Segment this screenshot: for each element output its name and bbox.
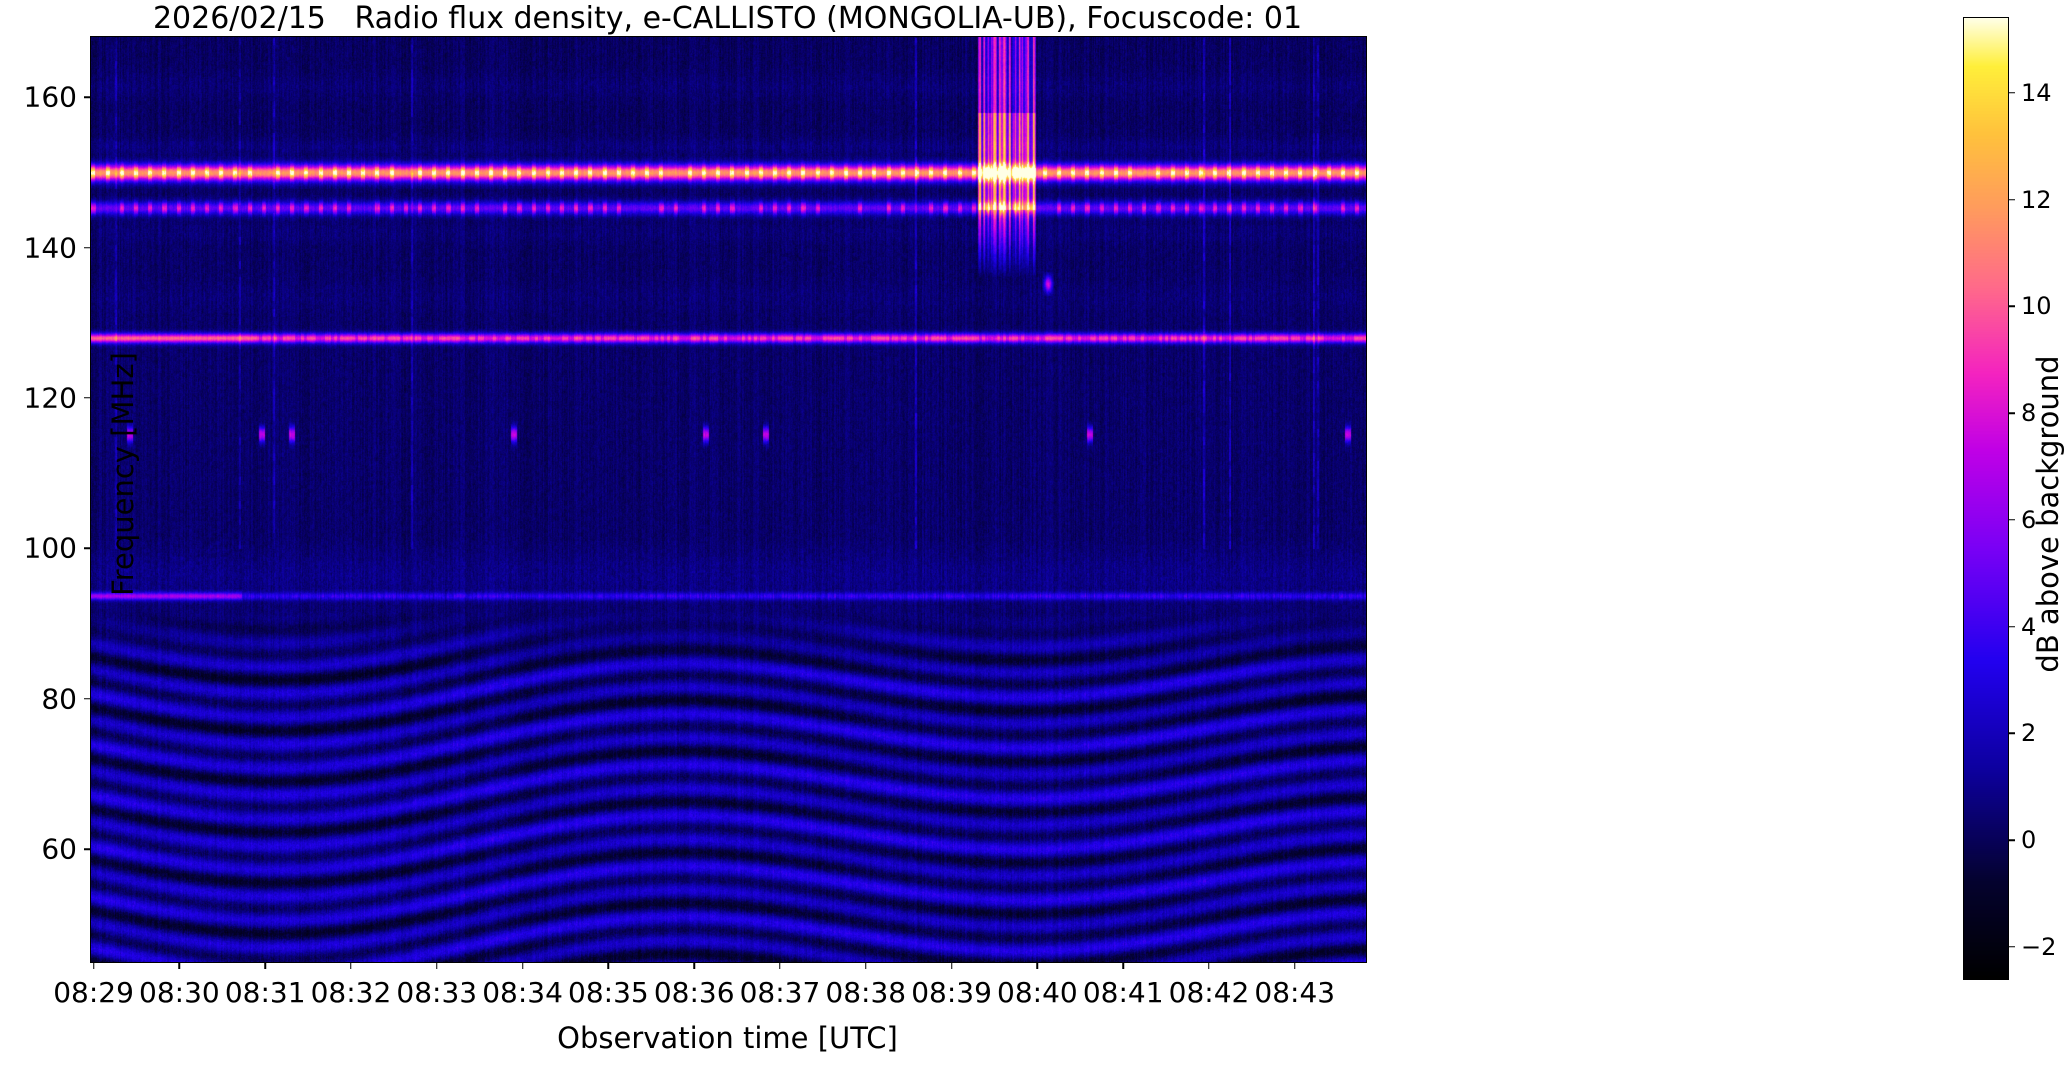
x-tick-mark: [607, 962, 610, 969]
x-tick-label: 08:29: [53, 976, 134, 1009]
y-tick-mark: [84, 698, 91, 700]
x-tick-mark: [779, 962, 781, 969]
y-axis-label: Frequency [MHz]: [106, 352, 140, 596]
x-tick-label: 08:42: [1168, 976, 1250, 1009]
colorbar-tick-label: 10: [2021, 292, 2052, 321]
x-tick-label: 08:41: [1082, 976, 1164, 1009]
colorbar-tick-mark: [2008, 839, 2015, 841]
colorbar-tick-mark: [2008, 625, 2015, 628]
x-tick-mark: [1208, 962, 1210, 969]
x-tick-mark: [1294, 962, 1296, 969]
x-axis-label: Observation time [UTC]: [557, 1021, 898, 1055]
colorbar-tick-mark: [2008, 91, 2015, 94]
y-tick-mark: [84, 96, 91, 98]
y-tick-mark: [84, 246, 91, 249]
x-tick-label: 08:37: [739, 976, 821, 1009]
y-tick-mark: [84, 848, 91, 850]
x-tick-label: 08:30: [139, 976, 220, 1009]
x-tick-label: 08:40: [997, 976, 1078, 1009]
colorbar-tick-mark: [2008, 198, 2015, 201]
x-tick-mark: [865, 962, 867, 969]
x-tick-label: 08:38: [825, 976, 907, 1009]
spectrogram-axes: Frequency [MHz] 160 140 120 100 80 60 08:29 08…: [24, 36, 1367, 1009]
page-title: 2026/02/15 Radio flux density, e-CALLIST…: [152, 1, 1303, 36]
x-tick-label: 08:31: [224, 976, 306, 1009]
x-tick-label: 08:32: [310, 976, 392, 1009]
x-tick-mark: [436, 962, 438, 969]
y-tick-label: 160: [23, 80, 77, 114]
x-tick-mark: [950, 962, 953, 969]
x-tick-label: 08:35: [568, 976, 649, 1009]
x-tick-label: 08:36: [653, 976, 735, 1009]
y-tick-label: 140: [23, 231, 77, 265]
colorbar-gradient: [1964, 18, 2008, 979]
x-tick-label: 08:43: [1254, 976, 1336, 1009]
y-tick-label: 120: [23, 381, 77, 415]
x-tick-mark: [178, 962, 181, 969]
colorbar-label: dB above background: [2031, 355, 2065, 673]
colorbar-tick-label: 8: [2021, 399, 2037, 428]
x-tick-mark: [92, 962, 95, 969]
x-tick-label: 08:34: [482, 976, 563, 1009]
colorbar-tick-mark: [2008, 412, 2015, 414]
x-tick-mark: [693, 962, 695, 969]
colorbar: 14 12 10 8 6 4 2 0 −2: [1963, 17, 2056, 980]
y-tick-mark: [84, 547, 91, 550]
colorbar-tick-label: 4: [2021, 612, 2037, 641]
y-tick-label: 100: [23, 531, 77, 565]
colorbar-tick-mark: [2008, 305, 2015, 308]
x-tick-label: 08:33: [396, 976, 478, 1009]
spectrogram-image: [91, 37, 1366, 962]
colorbar-tick-label: 2: [2021, 719, 2037, 748]
colorbar-tick-label: 6: [2021, 505, 2037, 534]
colorbar-tick-label: 14: [2021, 78, 2052, 107]
y-tick-label: 80: [41, 682, 77, 716]
y-tick-label: 60: [41, 832, 77, 866]
x-tick-mark: [350, 962, 352, 969]
colorbar-tick-label: −2: [2021, 932, 2057, 961]
x-tick-mark: [264, 962, 266, 969]
x-tick-label: 08:39: [911, 976, 992, 1009]
colorbar-tick-mark: [2008, 732, 2015, 735]
colorbar-tick-mark: [2008, 519, 2015, 521]
colorbar-tick-mark: [2008, 946, 2015, 948]
colorbar-tick-label: 12: [2021, 185, 2052, 214]
x-tick-mark: [521, 962, 524, 969]
colorbar-tick-label: 0: [2021, 826, 2037, 855]
x-tick-mark: [1122, 962, 1124, 969]
x-tick-mark: [1036, 962, 1039, 969]
y-tick-mark: [84, 397, 91, 399]
